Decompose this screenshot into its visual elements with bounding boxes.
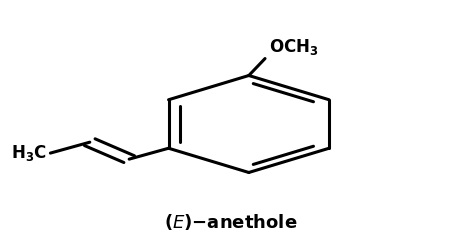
Text: $\boldsymbol{(}$$\boldsymbol{\mathit{E}}$$\boldsymbol{)}$$\mathbf{-anethole}$: $\boldsymbol{(}$$\boldsymbol{\mathit{E}}…	[164, 212, 297, 232]
Text: $\mathbf{OCH_3}$: $\mathbf{OCH_3}$	[269, 37, 318, 57]
Text: $\mathbf{H_3C}$: $\mathbf{H_3C}$	[11, 143, 47, 163]
